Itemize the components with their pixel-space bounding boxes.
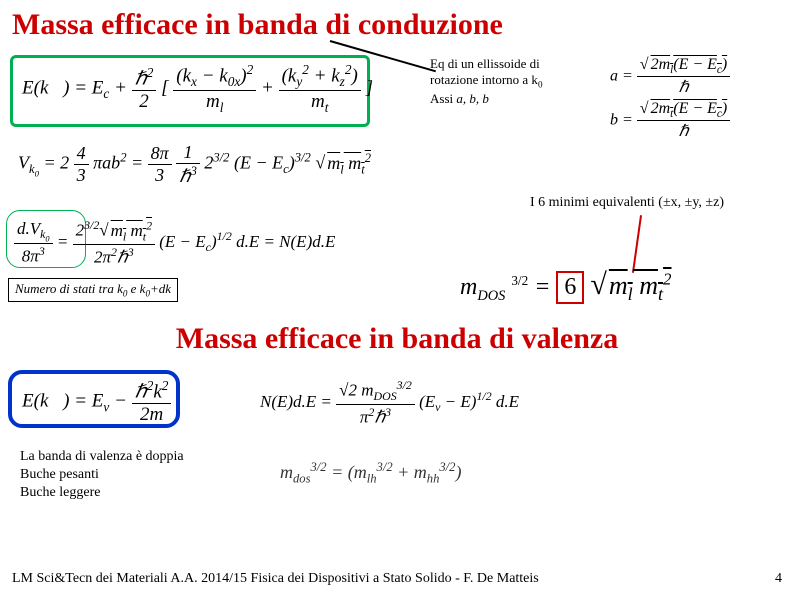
- footer-page-number: 4: [775, 571, 782, 587]
- equation-mdos: mDOS 3/2 = 6 √ml mt2: [460, 268, 672, 305]
- note-ellipsoid-axes: a, b, b: [456, 91, 489, 106]
- equation-ev: E(k⃗) = Ev − ℏ2k22m: [22, 378, 171, 426]
- equation-ne: N(E)d.E = √2 mDOS3/2π2ℏ3 (Ev − E)1/2 d.E: [260, 378, 519, 428]
- footer: LM Sci&Tecn dei Materiali A.A. 2014/15 F…: [0, 571, 794, 587]
- equation-b: b = √2mt(E − Ec)ℏ: [610, 100, 730, 141]
- equation-mdos-valence: mdos3/2 = (mlh3/2 + mhh3/2): [280, 460, 461, 487]
- mdos-exponent: 3/2: [511, 273, 528, 288]
- note-ellipsoid-sub: 0: [538, 80, 543, 90]
- note-ellipsoid-l1: Eq di un ellissoide di: [430, 56, 540, 71]
- equation-vk: Vk0 = 2 43 πab2 = 8π3 1ℏ3 23/2 (E − Ec)3…: [18, 142, 371, 187]
- note-ellipsoid-l3-pre: Assi: [430, 91, 456, 106]
- footer-left: LM Sci&Tecn dei Materiali A.A. 2014/15 F…: [12, 571, 539, 587]
- six-box: 6: [556, 271, 584, 304]
- title-conduction: Massa efficace in banda di conduzione: [0, 0, 794, 46]
- equation-dvk: d.Vk08π3 = 23/2√ml mt22π2ℏ3 (E − Ec)1/2 …: [14, 218, 335, 268]
- red-connector: [632, 215, 642, 273]
- note-valence: La banda di valenza è doppia Buche pesan…: [20, 448, 184, 503]
- note-valence-l1: La banda di valenza è doppia: [20, 449, 184, 464]
- energy-equation: E(k⃗) = Ec + ℏ22 [ (kx − k0x)2ml + (ky2 …: [22, 62, 373, 116]
- note-valence-l3: Buche leggere: [20, 485, 100, 500]
- note-ellipsoid: Eq di un ellissoide di rotazione intorno…: [430, 56, 542, 107]
- note-valence-l2: Buche pesanti: [20, 467, 99, 482]
- note-six-minima: I 6 minimi equivalenti (±x, ±y, ±z): [530, 195, 724, 211]
- equation-a: a = √2ml(E − Ec)ℏ: [610, 56, 730, 97]
- note-states: Numero di stati tra k0 e k0+dk: [8, 278, 178, 302]
- title-valence: Massa efficace in banda di valenza: [0, 316, 794, 360]
- note-ellipsoid-l2: rotazione intorno a k: [430, 72, 538, 87]
